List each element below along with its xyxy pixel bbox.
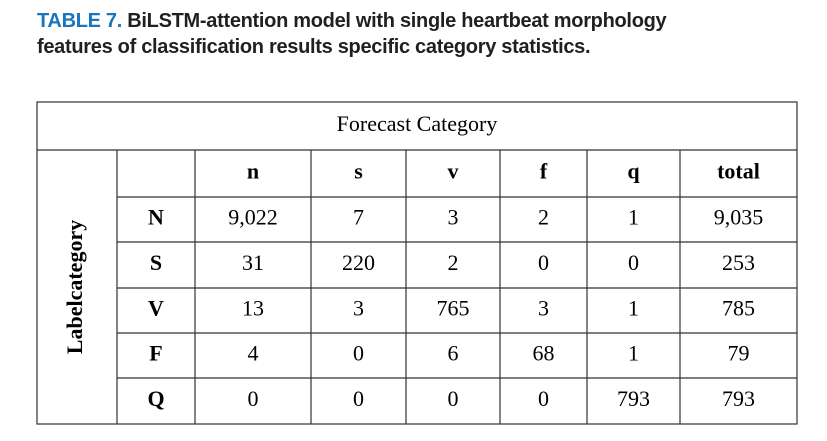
row-header: F: [149, 341, 162, 366]
cell: 3: [538, 296, 549, 321]
cell: 0: [248, 386, 259, 411]
column-header: v: [448, 159, 459, 184]
cell: 0: [538, 250, 549, 275]
cell: 1: [628, 341, 639, 366]
cell: 31: [242, 250, 264, 275]
cell: 3: [353, 296, 364, 321]
cell: 68: [533, 341, 555, 366]
row-header: S: [150, 250, 162, 275]
cell: 793: [617, 386, 650, 411]
cell: 2: [538, 205, 549, 230]
cell: 2: [448, 250, 459, 275]
cell: 6: [448, 341, 459, 366]
cell: 1: [628, 205, 639, 230]
caption: TABLE 7. BiLSTM-attention model with sin…: [37, 8, 667, 60]
cell: 0: [538, 386, 549, 411]
cell: 0: [353, 386, 364, 411]
column-header: f: [540, 159, 548, 184]
cell: 7: [353, 205, 364, 230]
cell: 4: [248, 341, 259, 366]
cell: 220: [342, 250, 375, 275]
cell: 0: [353, 341, 364, 366]
caption-label: TABLE 7.: [37, 10, 123, 32]
row-header: V: [148, 296, 164, 321]
cell: 13: [242, 296, 264, 321]
caption-line: TABLE 7. BiLSTM-attention model with sin…: [37, 8, 667, 34]
column-header: total: [717, 159, 760, 184]
group-header: Forecast Category: [337, 111, 498, 136]
column-header: n: [247, 159, 259, 184]
cell: 793: [722, 386, 755, 411]
cell: 253: [722, 250, 755, 275]
caption-line: features of classification results speci…: [37, 36, 591, 58]
cell: 1: [628, 296, 639, 321]
caption-text: BiLSTM-attention model with single heart…: [127, 10, 667, 32]
row-header: Q: [147, 386, 164, 411]
cell: 9,035: [714, 205, 764, 230]
cell: 3: [448, 205, 459, 230]
table-border: [36, 101, 798, 425]
cell: 765: [437, 296, 470, 321]
cell: 0: [628, 250, 639, 275]
row-header: N: [148, 205, 164, 230]
cell: 9,022: [228, 205, 278, 230]
cell: 785: [722, 296, 755, 321]
side-header: Labelcategory: [62, 220, 87, 354]
column-header: q: [627, 159, 640, 184]
cell: 0: [448, 386, 459, 411]
cell: 79: [728, 341, 750, 366]
column-header: s: [354, 159, 363, 184]
